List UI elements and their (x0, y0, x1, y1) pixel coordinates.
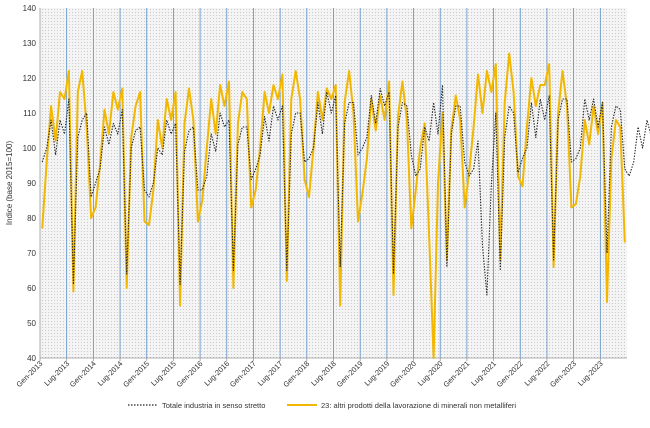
x-tick-label: Lug-2023 (576, 359, 605, 388)
series-layer (41, 52, 650, 359)
x-tick-label: Lug-2022 (523, 359, 552, 388)
y-tick-label: 40 (27, 354, 36, 363)
x-tick-label: Gen-2013 (14, 359, 44, 389)
x-tick-label: Gen-2023 (548, 359, 578, 389)
x-tick-label: Gen-2018 (281, 359, 311, 389)
legend: Totale industria in senso stretto 23: al… (128, 401, 516, 410)
y-tick-label: 140 (23, 4, 37, 13)
x-tick-label: Lug-2013 (42, 359, 71, 388)
legend-label-minerali: 23: altri prodotti della lavorazione di … (321, 401, 516, 410)
x-tick-label: Gen-2021 (441, 359, 471, 389)
y-tick-label: 100 (23, 144, 37, 153)
x-tick-label: Lug-2021 (469, 359, 498, 388)
x-tick-label: Gen-2016 (175, 359, 205, 389)
x-tick-label: Lug-2020 (416, 359, 445, 388)
y-axis: 40 50 60 70 80 90 100 110 120 130 140 (23, 4, 41, 363)
y-tick-label: 120 (23, 74, 37, 83)
y-axis-label: Indice (base 2015=100) (5, 141, 14, 226)
y-tick-label: 80 (27, 214, 36, 223)
x-tick-label: Lug-2015 (149, 359, 178, 388)
y-tick-label: 130 (23, 39, 37, 48)
y-tick-label: 60 (27, 284, 36, 293)
x-tick-label: Lug-2018 (309, 359, 338, 388)
y-tick-label: 50 (27, 319, 36, 328)
vertical-gridlines (66, 8, 601, 358)
x-tick-label: Lug-2016 (202, 359, 231, 388)
x-tick-label: Gen-2019 (335, 359, 365, 389)
y-tick-label: 90 (27, 179, 36, 188)
x-tick-label: Lug-2017 (256, 359, 285, 388)
series-line-totale (41, 84, 650, 296)
x-tick-label: Lug-2014 (96, 359, 125, 388)
x-tick-label: Gen-2017 (228, 359, 258, 389)
series-line-minerali (41, 52, 626, 359)
y-tick-label: 110 (23, 109, 36, 118)
y-tick-label: 70 (27, 249, 36, 258)
x-tick-label: Lug-2019 (362, 359, 391, 388)
legend-label-totale: Totale industria in senso stretto (162, 401, 265, 410)
x-tick-label: Gen-2020 (388, 359, 418, 389)
x-tick-label: Gen-2015 (121, 359, 151, 389)
x-tick-label: Gen-2022 (495, 359, 525, 389)
x-tick-label: Gen-2014 (68, 359, 98, 389)
x-axis: Gen-2013Lug-2013Gen-2014Lug-2014Gen-2015… (14, 357, 627, 389)
